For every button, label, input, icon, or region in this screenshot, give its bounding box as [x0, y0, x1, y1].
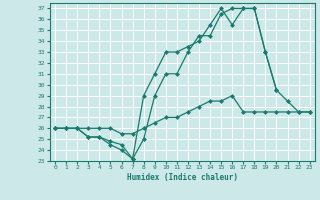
X-axis label: Humidex (Indice chaleur): Humidex (Indice chaleur): [127, 173, 238, 182]
